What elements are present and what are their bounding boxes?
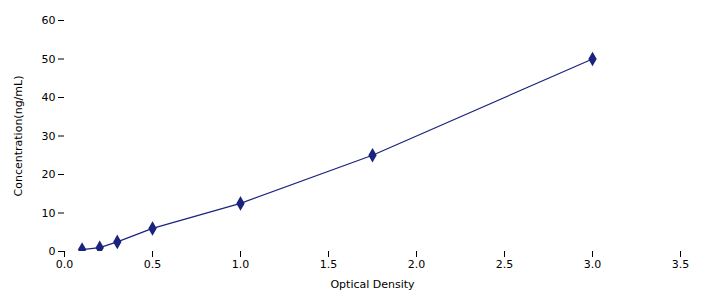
svg-text:Optical Density: Optical Density xyxy=(330,278,415,291)
svg-text:60: 60 xyxy=(42,14,56,27)
svg-text:2.0: 2.0 xyxy=(408,258,426,271)
svg-text:1.0: 1.0 xyxy=(232,258,250,271)
svg-text:10: 10 xyxy=(42,207,56,220)
svg-text:0.5: 0.5 xyxy=(144,258,162,271)
svg-text:30: 30 xyxy=(42,130,56,143)
svg-text:40: 40 xyxy=(42,91,56,104)
svg-text:3.5: 3.5 xyxy=(672,258,690,271)
svg-text:2.5: 2.5 xyxy=(496,258,514,271)
svg-text:1.5: 1.5 xyxy=(320,258,338,271)
svg-text:0: 0 xyxy=(49,245,56,258)
svg-text:Concentration(ng/mL): Concentration(ng/mL) xyxy=(12,76,25,197)
svg-text:20: 20 xyxy=(42,168,56,181)
svg-text:50: 50 xyxy=(42,53,56,66)
svg-text:3.0: 3.0 xyxy=(584,258,602,271)
svg-text:0.0: 0.0 xyxy=(56,258,74,271)
